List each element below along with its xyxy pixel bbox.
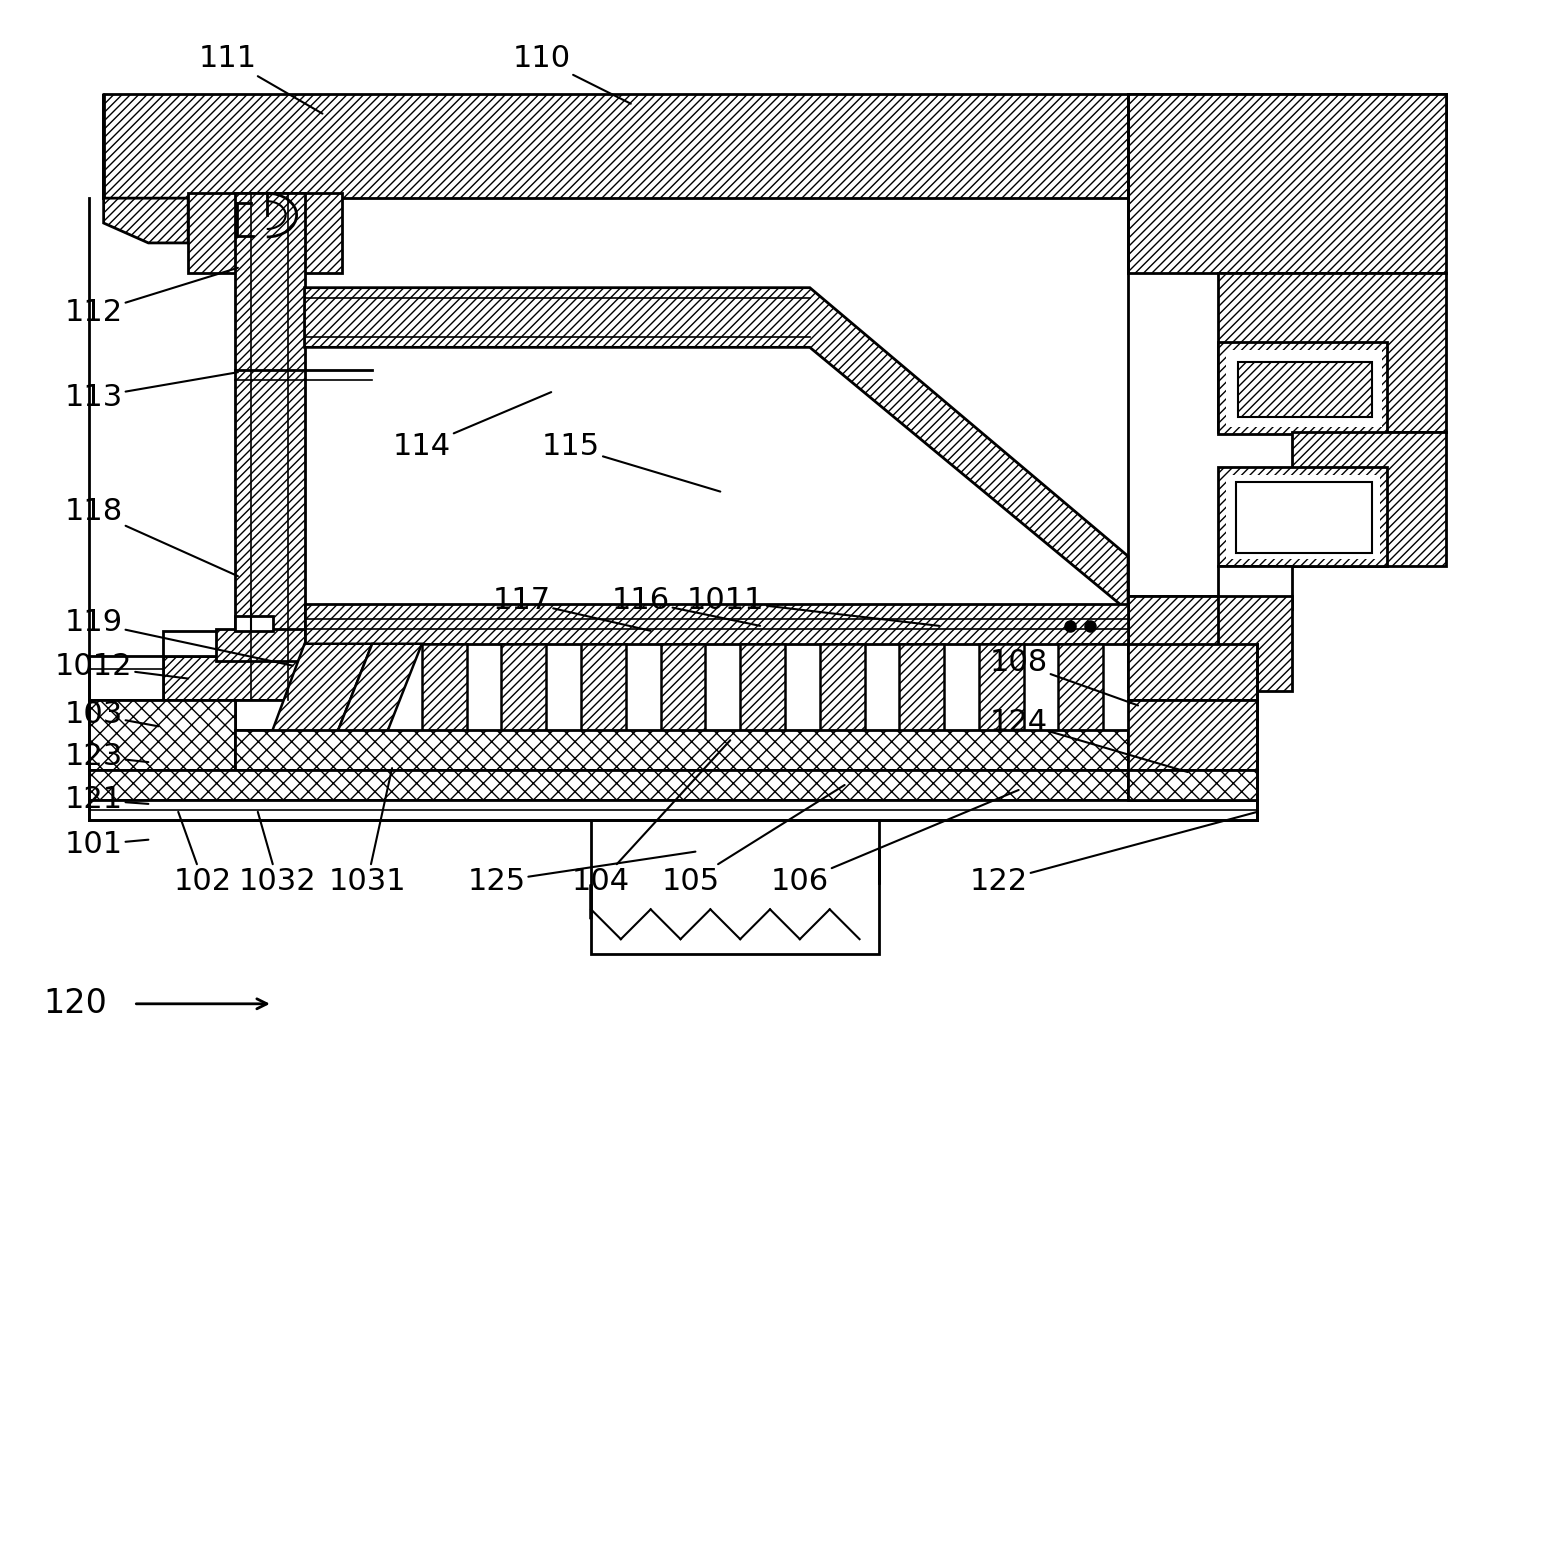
Text: 111: 111 [198, 44, 322, 114]
Text: 122: 122 [970, 812, 1257, 896]
Polygon shape [88, 769, 1128, 799]
Polygon shape [304, 288, 1128, 611]
Polygon shape [1293, 432, 1446, 566]
Polygon shape [163, 655, 304, 700]
Polygon shape [1347, 94, 1446, 133]
Polygon shape [215, 628, 304, 661]
Text: 112: 112 [65, 268, 237, 328]
Text: 125: 125 [468, 851, 696, 896]
Polygon shape [1235, 481, 1372, 553]
Polygon shape [257, 644, 372, 769]
Polygon shape [1218, 467, 1387, 566]
Text: 124: 124 [989, 708, 1187, 773]
Polygon shape [980, 644, 1023, 769]
Polygon shape [1226, 475, 1380, 559]
Polygon shape [1237, 362, 1372, 417]
Polygon shape [104, 94, 188, 243]
Polygon shape [88, 700, 236, 769]
Text: 108: 108 [989, 649, 1138, 705]
Polygon shape [1128, 595, 1218, 661]
Polygon shape [304, 603, 1128, 644]
Polygon shape [581, 644, 626, 769]
Text: 1032: 1032 [239, 812, 316, 896]
Text: 121: 121 [65, 785, 149, 815]
Text: 1011: 1011 [687, 586, 939, 625]
Polygon shape [660, 644, 705, 769]
Text: 1031: 1031 [329, 768, 406, 896]
Polygon shape [88, 799, 1257, 820]
Polygon shape [236, 700, 304, 730]
Text: 110: 110 [512, 44, 631, 103]
Polygon shape [322, 644, 422, 769]
Text: 120: 120 [43, 987, 107, 1020]
Text: 101: 101 [65, 831, 149, 859]
Polygon shape [236, 616, 273, 632]
Polygon shape [104, 94, 1446, 197]
Polygon shape [1059, 644, 1104, 769]
Polygon shape [1128, 700, 1257, 769]
Polygon shape [1226, 351, 1381, 426]
Polygon shape [591, 820, 879, 954]
Polygon shape [1128, 769, 1257, 799]
Text: 103: 103 [65, 700, 158, 729]
Polygon shape [899, 644, 944, 769]
Polygon shape [1128, 94, 1446, 273]
Text: 114: 114 [392, 392, 552, 461]
Text: 116: 116 [612, 586, 760, 625]
Polygon shape [236, 730, 1128, 769]
Polygon shape [422, 644, 467, 769]
Text: 104: 104 [572, 740, 730, 896]
Polygon shape [1218, 566, 1293, 610]
Text: 117: 117 [493, 586, 651, 632]
Polygon shape [236, 193, 304, 700]
Polygon shape [188, 193, 343, 273]
Text: 118: 118 [65, 497, 237, 577]
Text: 102: 102 [174, 812, 232, 896]
Polygon shape [1218, 342, 1387, 434]
Text: 113: 113 [65, 373, 237, 412]
Polygon shape [88, 655, 163, 700]
Polygon shape [1218, 273, 1446, 432]
Polygon shape [1128, 644, 1257, 700]
Text: 119: 119 [65, 608, 293, 666]
Polygon shape [163, 632, 236, 655]
Polygon shape [1128, 595, 1293, 691]
Text: 1012: 1012 [54, 652, 188, 682]
Polygon shape [820, 644, 865, 769]
Text: 106: 106 [770, 790, 1018, 896]
Polygon shape [502, 644, 546, 769]
Text: 105: 105 [662, 785, 845, 896]
Polygon shape [741, 644, 784, 769]
Text: 115: 115 [542, 432, 721, 492]
Text: 123: 123 [65, 741, 149, 771]
